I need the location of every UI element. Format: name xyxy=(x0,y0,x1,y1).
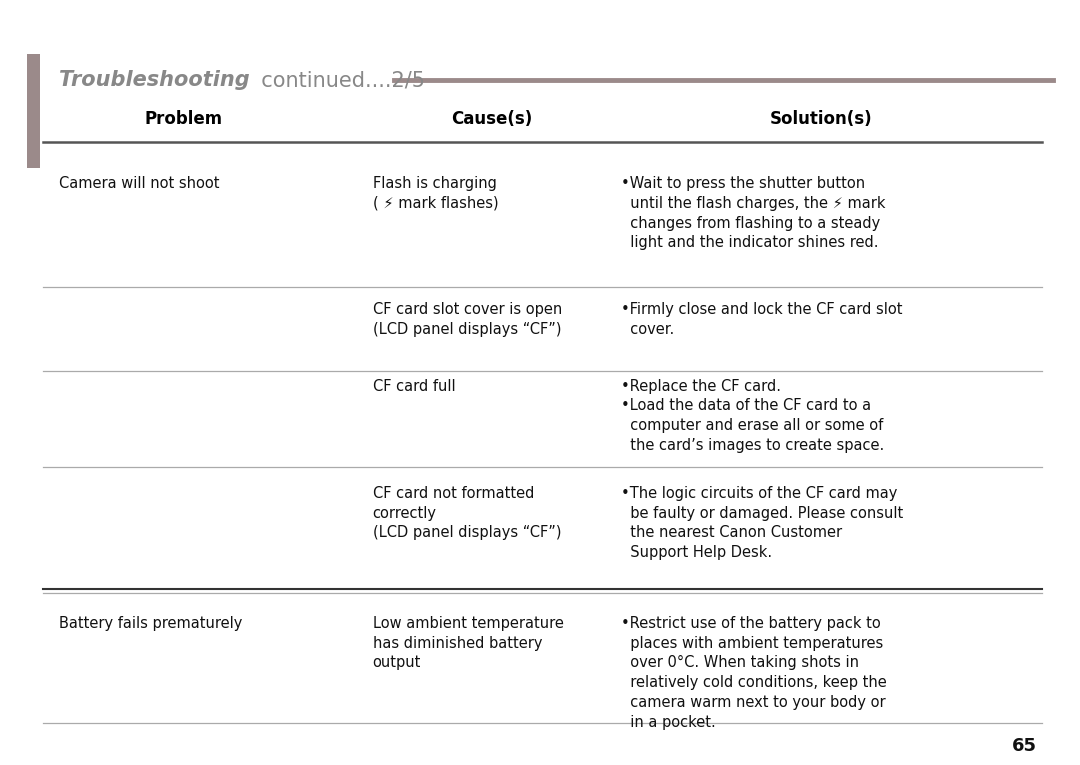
Text: •Restrict use of the battery pack to
  places with ambient temperatures
  over 0: •Restrict use of the battery pack to pla… xyxy=(621,616,887,730)
Text: 65: 65 xyxy=(1012,737,1037,755)
Text: •Replace the CF card.
•Load the data of the CF card to a
  computer and erase al: •Replace the CF card. •Load the data of … xyxy=(621,379,885,453)
Text: continued....2/5: continued....2/5 xyxy=(248,70,426,90)
Text: CF card slot cover is open
(LCD panel displays “CF”): CF card slot cover is open (LCD panel di… xyxy=(373,302,562,337)
Text: Low ambient temperature
has diminished battery
output: Low ambient temperature has diminished b… xyxy=(373,616,564,670)
FancyBboxPatch shape xyxy=(27,54,40,168)
Text: Camera will not shoot: Camera will not shoot xyxy=(59,176,220,191)
Text: Battery fails prematurely: Battery fails prematurely xyxy=(59,616,243,631)
Text: Solution(s): Solution(s) xyxy=(769,109,873,128)
Text: Troubleshooting: Troubleshooting xyxy=(59,70,251,90)
Text: Cause(s): Cause(s) xyxy=(450,109,532,128)
Text: •The logic circuits of the CF card may
  be faulty or damaged. Please consult
  : •The logic circuits of the CF card may b… xyxy=(621,486,903,560)
Text: CF card full: CF card full xyxy=(373,379,456,394)
Text: Problem: Problem xyxy=(145,109,222,128)
Text: •Firmly close and lock the CF card slot
  cover.: •Firmly close and lock the CF card slot … xyxy=(621,302,903,337)
Text: •Wait to press the shutter button
  until the flash charges, the ⚡ mark
  change: •Wait to press the shutter button until … xyxy=(621,176,886,250)
Text: Flash is charging
( ⚡ mark flashes): Flash is charging ( ⚡ mark flashes) xyxy=(373,176,498,210)
Text: CF card not formatted
correctly
(LCD panel displays “CF”): CF card not formatted correctly (LCD pan… xyxy=(373,486,562,540)
